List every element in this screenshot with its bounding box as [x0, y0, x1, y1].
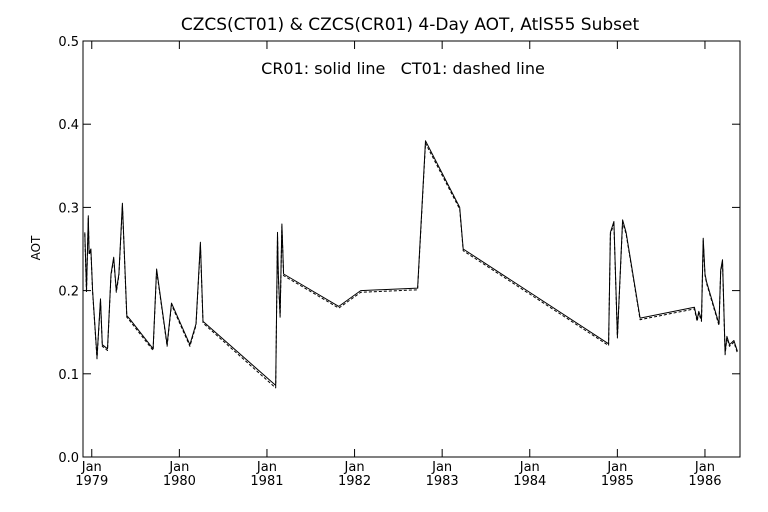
y-tick-label: 0.1: [58, 368, 79, 383]
x-tick-month-label: Jan: [519, 460, 540, 475]
x-tick-year-label: 1985: [601, 474, 634, 489]
series-line-cr01: [84, 140, 738, 386]
x-tick-year-label: 1979: [75, 474, 108, 489]
x-tick-month-label: Jan: [168, 460, 189, 475]
y-axis-label: AOT: [29, 235, 43, 260]
series-line-ct01: [84, 142, 738, 389]
x-tick-year-label: 1986: [688, 474, 721, 489]
x-tick-year-label: 1982: [338, 474, 371, 489]
x-tick-year-label: 1981: [250, 474, 283, 489]
y-tick-label: 0.4: [58, 118, 79, 133]
x-tick-year-label: 1983: [426, 474, 459, 489]
y-tick-label: 0.3: [58, 201, 79, 216]
y-tick-label: 0.5: [58, 35, 79, 50]
x-tick-year-label: 1984: [513, 474, 546, 489]
y-axis-ticks: 0.0 0.1 0.2 0.3 0.4 0.5: [58, 35, 740, 466]
x-tick-month-label: Jan: [256, 460, 277, 475]
x-tick-month-label: Jan: [694, 460, 715, 475]
x-tick-month-label: Jan: [606, 460, 627, 475]
chart-title: CZCS(CT01) & CZCS(CR01) 4-Day AOT, AtlS5…: [181, 15, 640, 35]
x-tick-month-label: Jan: [344, 460, 365, 475]
x-tick-month-label: Jan: [431, 460, 452, 475]
x-tick-month-label: Jan: [81, 460, 102, 475]
x-axis-ticks: Jan1979Jan1980Jan1981Jan1982Jan1983Jan19…: [75, 41, 722, 489]
line-style-annotation: CR01: solid line CT01: dashed line: [261, 59, 545, 78]
series-layer: [84, 140, 738, 389]
y-tick-label: 0.2: [58, 285, 79, 300]
x-tick-year-label: 1980: [163, 474, 196, 489]
y-tick-label: 0.0: [58, 451, 79, 466]
plot-frame: [82, 40, 741, 458]
